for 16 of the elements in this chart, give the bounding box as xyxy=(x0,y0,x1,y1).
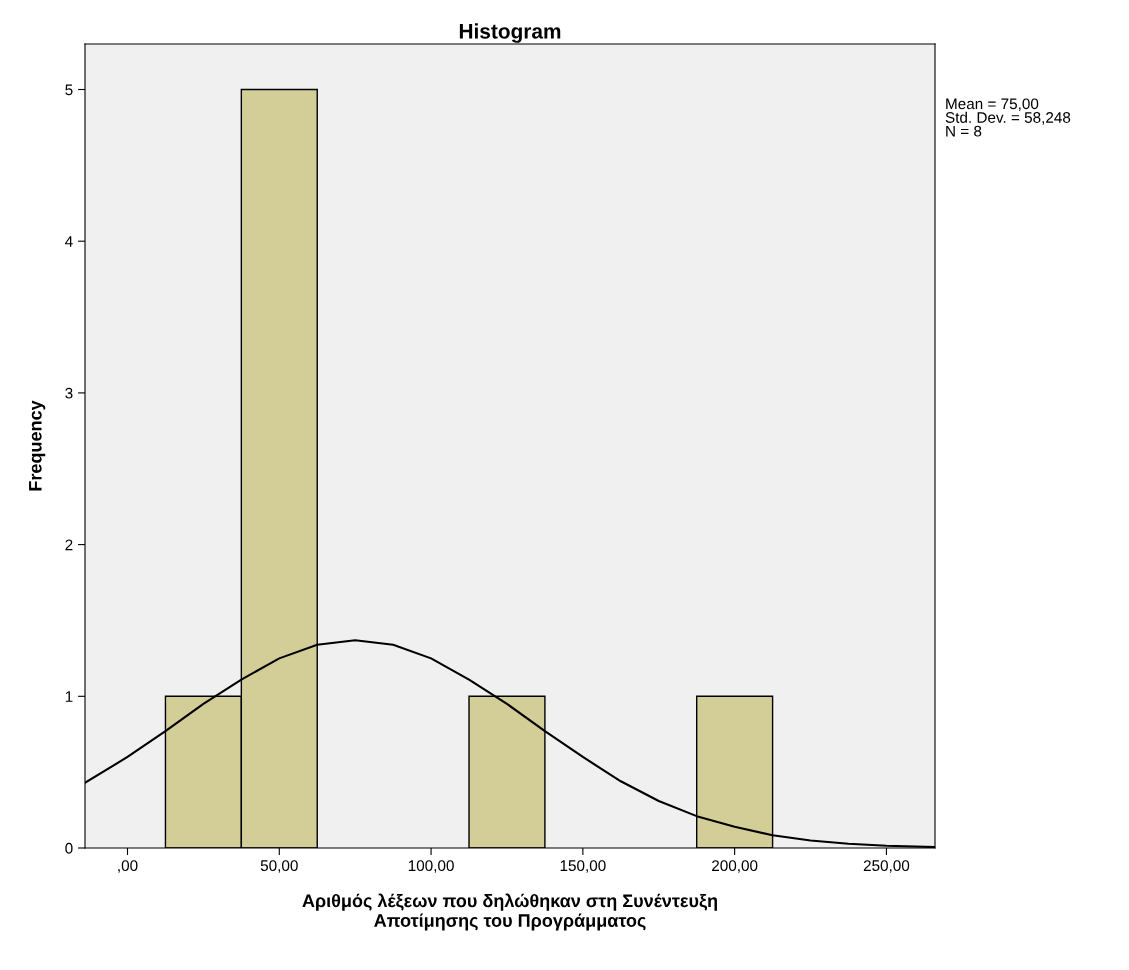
y-tick-label: 3 xyxy=(65,387,73,399)
y-tick-label: 1 xyxy=(65,691,73,702)
x-tick-label: ,00 xyxy=(118,860,138,873)
x-tick-label: 100,00 xyxy=(408,860,454,873)
x-tick-label: 150,00 xyxy=(560,860,606,873)
x-tick-label: 200,00 xyxy=(712,860,758,873)
y-axis-title: Frequency xyxy=(29,400,46,491)
chart-title: Histogram xyxy=(459,23,561,43)
y-tick-label: 5 xyxy=(65,84,73,96)
x-tick-label: 250,00 xyxy=(863,860,910,873)
y-tick-label: 4 xyxy=(65,236,73,247)
y-tick-label: 0 xyxy=(65,842,73,854)
x-tick-label: 50,00 xyxy=(260,860,298,873)
y-tick-label: 2 xyxy=(65,539,73,551)
x-axis-title: Αριθμός λέξεων που δηλώθηκαν στη Συνέντευξη Αποτίμησης του Προγράμματος xyxy=(302,893,717,931)
text: Mean = 75,00 Std. Dev. = 58,248 N = 8 xyxy=(945,98,1071,137)
